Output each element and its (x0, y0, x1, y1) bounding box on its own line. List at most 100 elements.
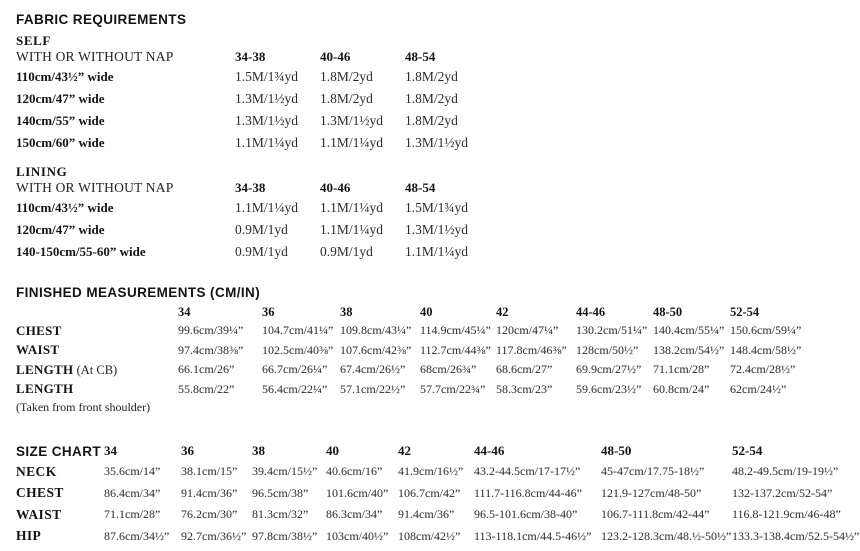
finished-measurements-table: 34 36 38 40 42 44-46 48-50 52-54 CHEST 9… (16, 303, 840, 415)
size-col-header: 48-54 (405, 180, 436, 195)
lining-section-label: LINING (16, 164, 68, 179)
size-col-header: 40 (420, 304, 433, 319)
fabric-self-table: WITH OR WITHOUT NAP 34-38 40-46 48-54 11… (16, 48, 500, 154)
fabric-width-label: 120cm/47” wide (16, 91, 105, 106)
measurement-value: 55.8cm/22” (178, 381, 235, 396)
measurement-value: 68.6cm/27” (496, 362, 553, 377)
table-row: CHEST 86.4cm/34” 91.4cm/36” 96.5cm/38” 1… (16, 483, 859, 505)
fabric-requirements-title: FABRIC REQUIREMENTS (16, 12, 187, 27)
measurement-value: 121.9-127cm/48-50” (601, 485, 702, 500)
yardage-value: 1.8M/2yd (320, 69, 373, 84)
yardage-value: 1.3M/1½yd (405, 135, 469, 150)
table-header-row: SIZE CHART 34 36 38 40 42 44-46 48-50 52… (16, 441, 859, 461)
table-header-row: WITH OR WITHOUT NAP 34-38 40-46 48-54 (16, 179, 500, 197)
measurement-value: 117.8cm/46⅜” (496, 342, 567, 357)
size-chart-table: SIZE CHART 34 36 38 40 42 44-46 48-50 52… (16, 441, 859, 547)
measurement-value: 113-118.1cm/44.5-46½” (474, 528, 592, 543)
fabric-width-label: 150cm/60” wide (16, 135, 105, 150)
self-section-label: SELF (16, 33, 51, 48)
yardage-value: 1.1M/1¼yd (235, 200, 299, 215)
measurement-value: 45-47cm/17.75-18½” (601, 464, 705, 479)
size-col-header: 34-38 (235, 49, 266, 64)
table-row: LENGTH (At CB) 66.1cm/26” 66.7cm/26¼” 67… (16, 360, 840, 380)
measurement-value: 40.6cm/16” (326, 464, 383, 479)
fabric-width-label: 110cm/43½” wide (16, 200, 114, 215)
measurement-value: 99.6cm/39¼” (178, 323, 244, 338)
measurement-value: 41.9cm/16½” (398, 464, 464, 479)
measurement-value: 104.7cm/41¼” (262, 323, 334, 338)
yardage-value: 1.3M/1½yd (235, 113, 299, 128)
measurement-value: 66.7cm/26¼” (262, 362, 328, 377)
measurement-value: 150.6cm/59¼” (730, 323, 802, 338)
fabric-width-label: 140cm/55” wide (16, 113, 105, 128)
measurement-value: 123.2-128.3cm/48.½-50½” (601, 528, 732, 543)
measurement-value: 92.7cm/36½” (181, 528, 247, 543)
measurement-value: 140.4cm/55¼” (653, 323, 725, 338)
measurement-value: 133.3-138.4cm/52.5-54½” (732, 528, 860, 543)
table-row: LENGTH 55.8cm/22” 56.4cm/22¼” 57.1cm/22½… (16, 380, 840, 400)
body-measurement-row-label: WAIST (16, 506, 62, 522)
measurement-value: 109.8cm/43¼” (340, 323, 412, 338)
measurement-value: 66.1cm/26” (178, 362, 235, 377)
table-row: 110cm/43½” wide 1.1M/1¼yd 1.1M/1¼yd 1.5M… (16, 197, 500, 219)
length-measurement-note: (Taken from front shoulder) (16, 399, 151, 414)
table-row: 150cm/60” wide 1.1M/1¼yd 1.1M/1¼yd 1.3M/… (16, 132, 500, 154)
measurement-value: 112.7cm/44⅜” (420, 342, 491, 357)
size-col-header: 52-54 (730, 304, 760, 319)
size-col-header: 48-50 (653, 304, 683, 319)
yardage-value: 1.3M/1½yd (320, 113, 384, 128)
size-col-header: 34 (104, 443, 117, 458)
table-header-row: WITH OR WITHOUT NAP 34-38 40-46 48-54 (16, 48, 500, 66)
body-measurement-row-label: HIP (16, 528, 42, 544)
size-col-header: 38 (252, 443, 265, 458)
nap-header: WITH OR WITHOUT NAP (16, 180, 174, 195)
table-row: 110cm/43½” wide 1.5M/1¾yd 1.8M/2yd 1.8M/… (16, 66, 500, 88)
table-row: WAIST 97.4cm/38⅜” 102.5cm/40⅜” 107.6cm/4… (16, 341, 840, 361)
fabric-lining-table: WITH OR WITHOUT NAP 34-38 40-46 48-54 11… (16, 179, 500, 263)
measurement-value: 130.2cm/51¼” (576, 323, 648, 338)
measurement-value: 91.4cm/36” (181, 485, 238, 500)
measurement-row-label: LENGTH (16, 381, 74, 397)
size-col-header: 40-46 (320, 180, 351, 195)
measurement-value: 97.4cm/38⅜” (178, 342, 244, 357)
measurement-value: 35.6cm/14” (104, 464, 161, 479)
measurement-value: 86.3cm/34” (326, 507, 383, 522)
measurement-value: 106.7cm/42” (398, 485, 461, 500)
yardage-value: 1.1M/1¼yd (320, 200, 384, 215)
measurement-value: 114.9cm/45¼” (420, 323, 491, 338)
body-measurement-row-label: NECK (16, 463, 57, 479)
size-col-header: 42 (496, 304, 509, 319)
measurement-value: 116.8-121.9cm/46-48” (732, 507, 841, 522)
measurement-value: 67.4cm/26½” (340, 362, 406, 377)
measurement-value: 76.2cm/30” (181, 507, 238, 522)
measurement-value: 62cm/24½” (730, 381, 787, 396)
size-col-header: 52-54 (732, 443, 763, 458)
size-col-header: 48-54 (405, 49, 436, 64)
measurement-value: 71.1cm/28” (104, 507, 161, 522)
measurement-value: 69.9cm/27½” (576, 362, 642, 377)
measurement-value: 72.4cm/28½” (730, 362, 796, 377)
measurement-value: 128cm/50½” (576, 342, 639, 357)
measurement-row-label: CHEST (16, 322, 62, 338)
measurement-value: 96.5-101.6cm/38-40” (474, 507, 578, 522)
measurement-value: 91.4cm/36” (398, 507, 455, 522)
measurement-value: 108cm/42½” (398, 528, 461, 543)
size-col-header: 44-46 (576, 304, 606, 319)
size-col-header: 44-46 (474, 443, 505, 458)
measurement-value: 86.4cm/34” (104, 485, 161, 500)
measurement-value: 38.1cm/15” (181, 464, 238, 479)
table-row: CHEST 99.6cm/39¼” 104.7cm/41¼” 109.8cm/4… (16, 321, 840, 341)
fabric-width-label: 120cm/47” wide (16, 222, 105, 237)
measurement-row-label: WAIST (16, 342, 60, 358)
yardage-value: 1.5M/1¾yd (235, 69, 299, 84)
measurement-value: 101.6cm/40” (326, 485, 389, 500)
size-col-header: 34 (178, 304, 191, 319)
measurement-value: 57.7cm/22¾” (420, 381, 486, 396)
yardage-value: 1.1M/1¼yd (235, 135, 299, 150)
yardage-value: 0.9M/1yd (235, 244, 288, 259)
measurement-value: 57.1cm/22½” (340, 381, 406, 396)
yardage-value: 1.3M/1½yd (405, 222, 469, 237)
yardage-value: 1.1M/1¼yd (405, 244, 469, 259)
size-col-header: 34-38 (235, 180, 266, 195)
measurement-value: 132-137.2cm/52-54” (732, 485, 833, 500)
